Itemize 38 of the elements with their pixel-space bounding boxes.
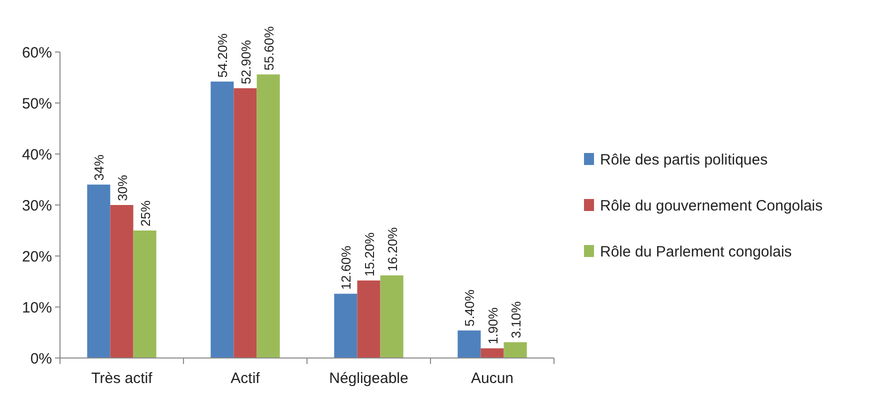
bar	[234, 88, 257, 358]
y-tick-label: 50%	[22, 95, 52, 112]
y-tick-label: 20%	[22, 248, 52, 266]
bar	[133, 230, 156, 358]
data-label: 12.60%	[338, 245, 354, 290]
bar	[504, 342, 527, 358]
bar	[458, 330, 481, 358]
data-label: 34%	[92, 154, 107, 181]
data-label: 25%	[138, 200, 153, 226]
x-tick-label: Aucun	[470, 370, 514, 387]
data-label: 55.60%	[261, 26, 276, 70]
bar	[480, 348, 504, 358]
bar	[357, 280, 380, 358]
bar	[87, 184, 110, 358]
data-label: 16.20%	[384, 226, 400, 272]
data-label: 30%	[114, 174, 130, 201]
data-label: 1.90%	[485, 307, 500, 344]
legend-label: Rôle du gouvernement Congolais	[600, 197, 823, 214]
x-tick-label: Très actif	[91, 370, 154, 387]
y-tick-label: 30%	[22, 197, 52, 214]
bar	[334, 294, 358, 358]
bar	[380, 275, 404, 358]
y-tick-label: 40%	[22, 146, 52, 164]
x-tick-label: Négligeable	[329, 370, 408, 387]
data-label: 52.90%	[238, 40, 254, 84]
bar	[256, 74, 280, 358]
x-tick-label: Actif	[230, 370, 261, 387]
legend-label: Rôle des partis politiques	[600, 151, 768, 168]
legend-label: Rôle du Parlement congolais	[600, 243, 792, 260]
bar	[210, 82, 234, 358]
data-label: 5.40%	[462, 289, 478, 326]
y-tick-label: 10%	[22, 299, 52, 316]
y-tick-label: 60%	[22, 44, 52, 62]
data-label: 54.20%	[215, 33, 230, 78]
data-label: 15.20%	[362, 232, 377, 276]
bar	[110, 205, 134, 358]
y-tick-label: 0%	[30, 350, 52, 368]
data-label: 3.10%	[508, 300, 524, 338]
